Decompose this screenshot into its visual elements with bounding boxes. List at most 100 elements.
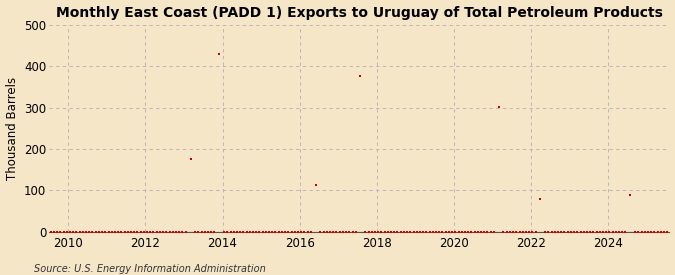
Point — [421, 229, 432, 234]
Point — [185, 157, 196, 161]
Point — [341, 229, 352, 234]
Point — [270, 229, 281, 234]
Point — [145, 229, 156, 234]
Point — [553, 229, 564, 234]
Point — [158, 229, 169, 234]
Point — [493, 104, 504, 109]
Point — [498, 229, 509, 234]
Point — [257, 229, 268, 234]
Point — [100, 229, 111, 234]
Point — [116, 229, 127, 234]
Point — [225, 229, 236, 234]
Point — [434, 229, 445, 234]
Point — [68, 229, 78, 234]
Point — [489, 229, 500, 234]
Point — [214, 52, 225, 56]
Point — [277, 229, 288, 234]
Point — [206, 229, 217, 234]
Point — [254, 229, 265, 234]
Point — [376, 229, 387, 234]
Point — [173, 229, 184, 234]
Point — [222, 229, 233, 234]
Point — [517, 229, 528, 234]
Point — [209, 229, 220, 234]
Point — [65, 229, 76, 234]
Text: Source: U.S. Energy Information Administration: Source: U.S. Energy Information Administ… — [34, 264, 265, 274]
Point — [502, 229, 512, 234]
Point — [617, 229, 628, 234]
Point — [437, 229, 448, 234]
Point — [625, 193, 636, 197]
Point — [302, 229, 313, 234]
Point — [485, 229, 496, 234]
Point — [559, 229, 570, 234]
Point — [440, 229, 451, 234]
Point — [97, 229, 107, 234]
Point — [286, 229, 297, 234]
Point — [135, 229, 146, 234]
Point — [318, 229, 329, 234]
Point — [493, 104, 504, 109]
Point — [315, 229, 326, 234]
Point — [514, 229, 525, 234]
Point — [597, 229, 608, 234]
Point — [164, 229, 175, 234]
Point — [167, 229, 178, 234]
Point — [527, 229, 538, 234]
Point — [177, 229, 188, 234]
Point — [367, 229, 377, 234]
Point — [273, 229, 284, 234]
Point — [126, 229, 136, 234]
Point — [659, 229, 670, 234]
Point — [193, 229, 204, 234]
Point — [411, 229, 422, 234]
Point — [466, 229, 477, 234]
Point — [535, 196, 546, 201]
Point — [662, 229, 672, 234]
Point — [58, 229, 69, 234]
Point — [180, 229, 191, 234]
Point — [427, 229, 438, 234]
Point — [305, 229, 316, 234]
Point — [155, 229, 165, 234]
Point — [408, 229, 419, 234]
Point — [601, 229, 612, 234]
Point — [479, 229, 489, 234]
Point — [511, 229, 522, 234]
Point — [625, 193, 636, 197]
Point — [604, 229, 615, 234]
Point — [132, 229, 143, 234]
Point — [350, 229, 361, 234]
Point — [107, 229, 117, 234]
Point — [84, 229, 95, 234]
Point — [469, 229, 480, 234]
Point — [232, 229, 242, 234]
Point — [620, 229, 631, 234]
Point — [630, 229, 641, 234]
Point — [447, 229, 458, 234]
Point — [142, 229, 153, 234]
Point — [582, 229, 593, 234]
Point — [392, 229, 403, 234]
Point — [456, 229, 467, 234]
Point — [646, 229, 657, 234]
Point — [591, 229, 602, 234]
Point — [325, 229, 335, 234]
Point — [103, 229, 114, 234]
Point — [595, 229, 605, 234]
Point — [370, 229, 381, 234]
Point — [549, 229, 560, 234]
Point — [241, 229, 252, 234]
Y-axis label: Thousand Barrels: Thousand Barrels — [5, 77, 18, 180]
Point — [80, 229, 91, 234]
Point — [463, 229, 474, 234]
Point — [572, 229, 583, 234]
Point — [482, 229, 493, 234]
Point — [472, 229, 483, 234]
Point — [264, 229, 275, 234]
Point — [219, 229, 230, 234]
Point — [562, 229, 573, 234]
Point — [279, 229, 290, 234]
Point — [244, 229, 255, 234]
Point — [334, 229, 345, 234]
